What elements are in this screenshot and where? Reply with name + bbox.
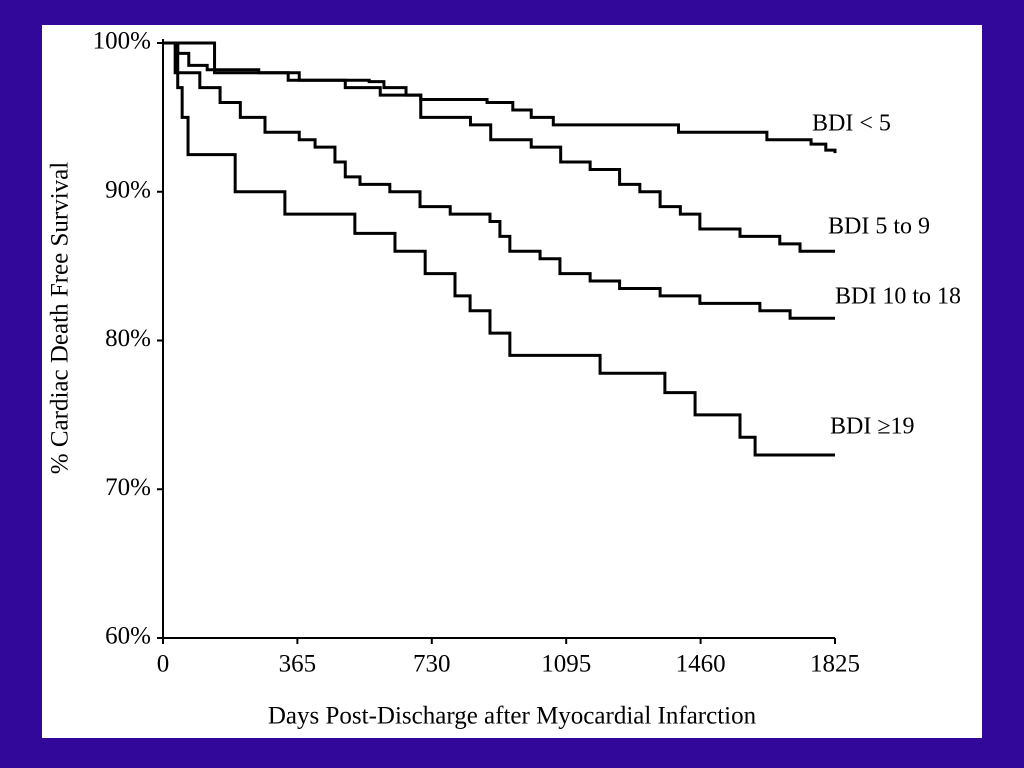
- y-axis-title: % Cardiac Death Free Survival: [47, 162, 74, 474]
- x-tick-label: 730: [413, 651, 451, 678]
- y-tick-label: 70%: [105, 474, 151, 501]
- y-tick-label: 100%: [93, 28, 151, 55]
- survival-curve: [163, 41, 835, 253]
- x-tick-label: 1460: [676, 651, 726, 678]
- series-label: BDI ≥19: [830, 414, 915, 440]
- series-label: BDI 10 to 18: [835, 284, 961, 310]
- y-tick-label: 60%: [105, 623, 151, 650]
- x-tick-label: 1825: [810, 651, 860, 678]
- y-tick-label: 80%: [105, 325, 151, 352]
- x-tick-label: 365: [279, 651, 317, 678]
- survival-curve: [163, 41, 835, 320]
- y-tick-label: 90%: [105, 176, 151, 203]
- series-label: BDI < 5: [812, 111, 891, 137]
- series-label: BDI 5 to 9: [828, 214, 930, 240]
- survival-curve: [163, 41, 835, 457]
- x-tick-label: 0: [157, 651, 170, 678]
- x-axis-title: Days Post-Discharge after Myocardial Inf…: [268, 703, 757, 730]
- x-tick-label: 1095: [541, 651, 591, 678]
